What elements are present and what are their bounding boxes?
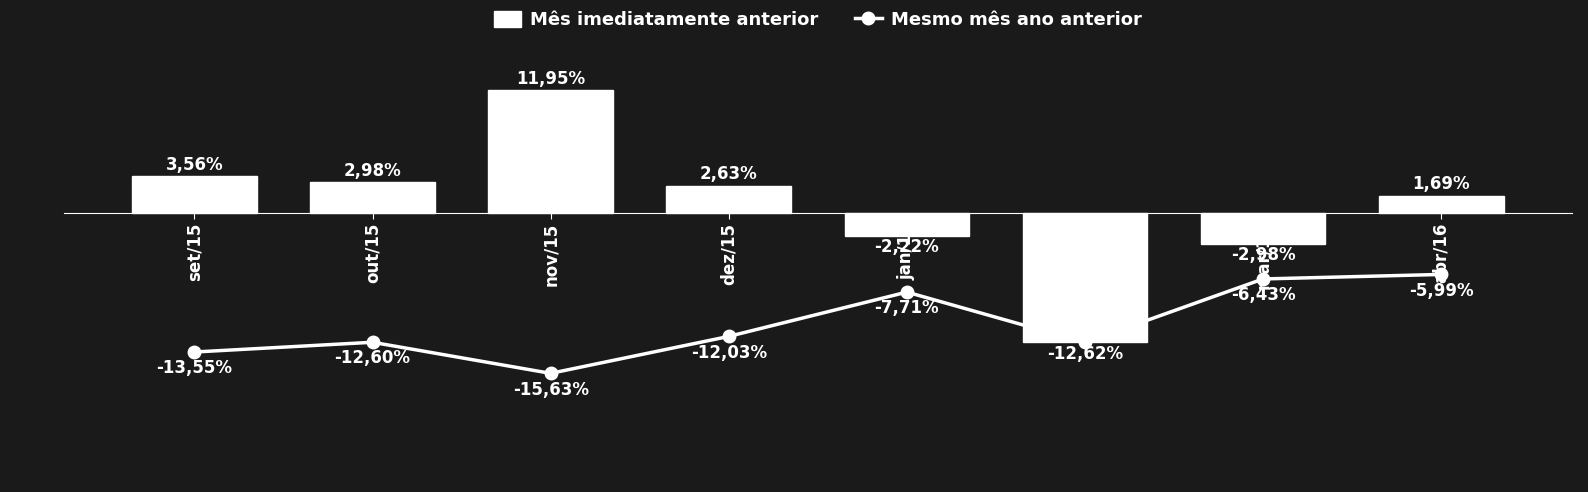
- Text: -12,60%: -12,60%: [335, 349, 411, 368]
- Text: -2,98%: -2,98%: [1231, 246, 1296, 264]
- Text: 1,69%: 1,69%: [1412, 175, 1470, 193]
- Text: -5,99%: -5,99%: [1409, 281, 1474, 300]
- Bar: [310, 183, 435, 213]
- Text: -12,03%: -12,03%: [691, 343, 767, 362]
- Text: -13,55%: -13,55%: [157, 359, 232, 377]
- Bar: [667, 186, 791, 213]
- Text: -12,62%: -12,62%: [1046, 345, 1123, 363]
- Text: -2,22%: -2,22%: [875, 238, 939, 256]
- Bar: [1201, 213, 1326, 244]
- Text: -6,43%: -6,43%: [1231, 286, 1296, 304]
- Text: 2,98%: 2,98%: [343, 162, 402, 180]
- Text: -7,71%: -7,71%: [875, 299, 939, 317]
- Bar: [1023, 213, 1147, 342]
- Bar: [132, 177, 257, 213]
- Text: 11,95%: 11,95%: [516, 70, 586, 88]
- Bar: [489, 91, 613, 213]
- Text: 3,56%: 3,56%: [165, 156, 224, 174]
- Bar: [1378, 196, 1504, 213]
- Text: -15,63%: -15,63%: [513, 380, 589, 399]
- Text: 2,63%: 2,63%: [700, 165, 757, 184]
- Bar: [845, 213, 969, 236]
- Legend: Mês imediatamente anterior, Mesmo mês ano anterior: Mês imediatamente anterior, Mesmo mês an…: [488, 3, 1148, 36]
